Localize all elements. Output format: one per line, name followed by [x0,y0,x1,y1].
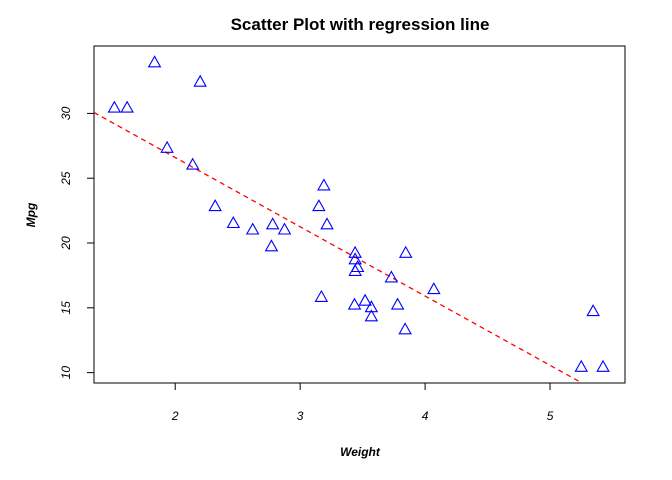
data-point [348,263,362,276]
x-tick-label: 4 [422,409,429,423]
data-point [208,199,222,212]
data-point [147,55,162,68]
data-point [427,282,441,295]
data-point [348,245,362,258]
data-point [596,359,610,372]
y-tick-label: 10 [59,366,73,380]
data-point [245,222,260,235]
data-point [226,215,241,229]
regression-line [93,111,583,384]
data-point [398,322,412,335]
y-tick-label: 15 [59,301,73,315]
data-point [586,304,600,317]
data-point [398,245,413,258]
data-point [277,222,292,235]
data-point [320,217,334,230]
data-point [348,252,362,265]
x-tick-label: 2 [171,409,179,423]
x-axis: 2 3 4 5 [171,382,554,423]
data-point [120,100,134,113]
data-point [312,199,326,212]
data-point [317,178,331,191]
data-point [364,300,379,313]
data-point [193,74,207,87]
data-point [574,359,589,372]
data-point [358,293,372,306]
data-point [390,297,405,310]
x-tick-label: 5 [547,409,554,423]
plot-frame [93,45,626,384]
y-tick-label: 25 [59,171,73,186]
y-axis: 10 15 20 25 30 [59,106,95,380]
y-tick-label: 20 [59,236,73,251]
x-axis-label: Weight [340,445,381,459]
chart-title: Scatter Plot with regression line [231,15,490,34]
data-point [160,140,174,153]
y-tick-label: 30 [59,106,73,120]
data-point [347,297,362,310]
data-point [265,217,280,230]
data-point [384,270,399,283]
x-tick-label: 3 [297,409,304,423]
data-point [264,239,279,252]
data-point [364,309,379,322]
data-point [107,100,122,113]
y-axis-label: Mpg [24,202,38,227]
data-point [314,289,329,302]
data-point [185,157,200,170]
